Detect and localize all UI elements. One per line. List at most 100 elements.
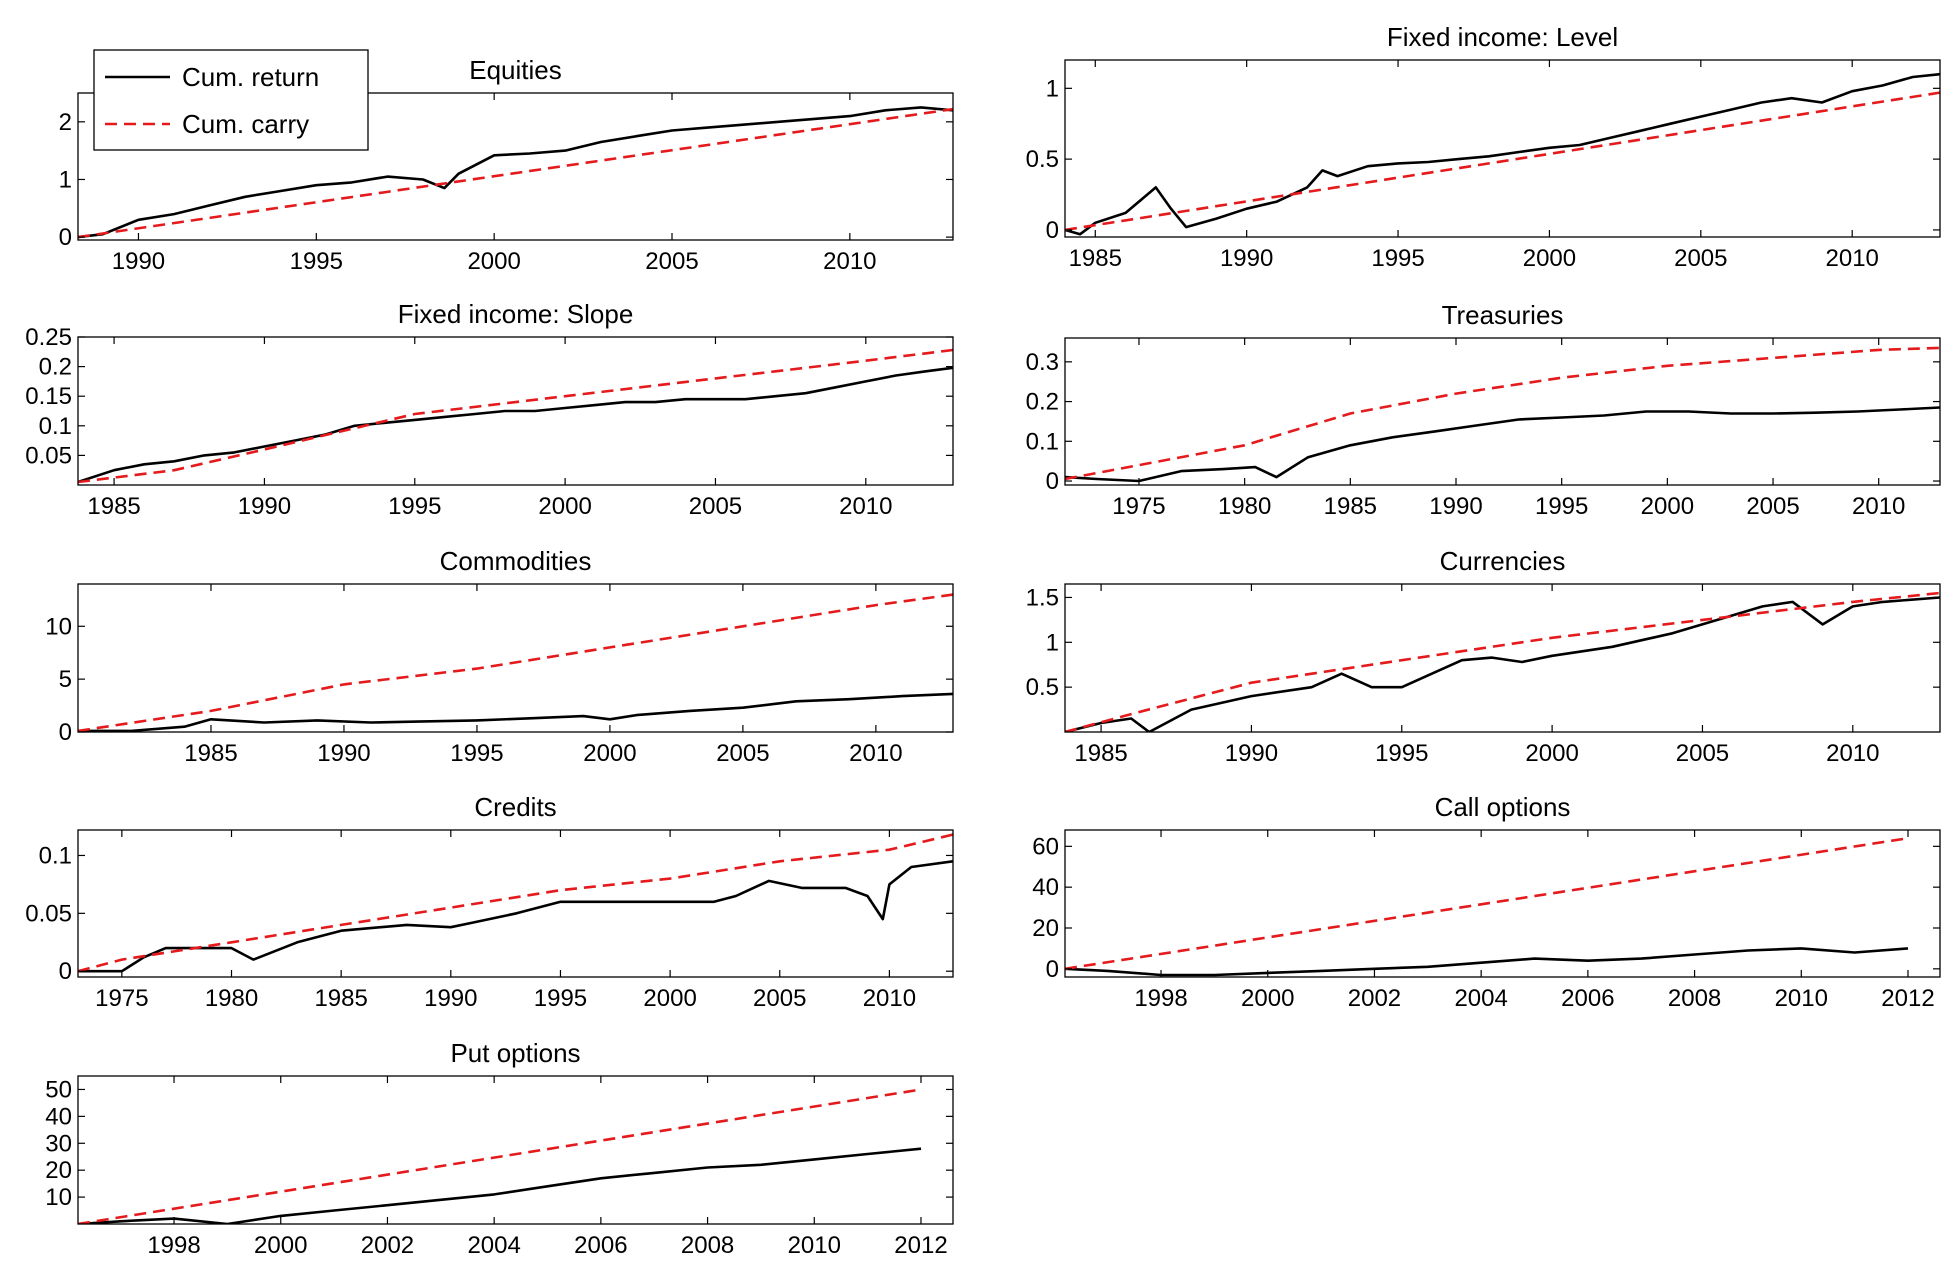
y-tick-label: 10 xyxy=(45,1184,72,1211)
x-tick-label: 1990 xyxy=(317,740,370,767)
y-tick-label: 0.1 xyxy=(39,842,72,869)
x-tick-label: 2010 xyxy=(1826,740,1879,767)
x-tick-label: 1998 xyxy=(1134,985,1187,1012)
x-tick-label: 2005 xyxy=(645,248,698,275)
x-tick-label: 2005 xyxy=(1746,493,1799,520)
x-tick-label: 2000 xyxy=(538,493,591,520)
y-tick-label: 0.25 xyxy=(25,324,72,351)
series-cum-return xyxy=(78,1147,922,1224)
panel-3: Fixed income: Slope 1985 1990 1995 2000 2005 2… xyxy=(25,299,954,520)
legend-label: Cum. carry xyxy=(182,109,309,139)
x-tick-label: 1995 xyxy=(290,248,343,275)
panel-9: Put options 1998 2000 2002 2004 2006 2008 2010 2… xyxy=(45,1038,954,1259)
y-tick-label: 0.1 xyxy=(39,413,72,440)
x-tick-label: 2008 xyxy=(1668,985,1721,1012)
panel-title: Put options xyxy=(450,1038,580,1068)
series-cum-carry xyxy=(78,593,953,732)
x-tick-label: 2004 xyxy=(1454,985,1507,1012)
series-cum-return xyxy=(78,106,953,239)
y-tick-label: 0 xyxy=(1046,468,1059,495)
x-tick-label: 2000 xyxy=(254,1232,307,1259)
axes-frame xyxy=(1064,829,1941,978)
x-tick-label: 2010 xyxy=(839,493,892,520)
panel-title: Equities xyxy=(469,55,562,85)
y-tick-label: 0 xyxy=(59,958,72,985)
panel-title: Call options xyxy=(1435,792,1571,822)
y-tick-label: 50 xyxy=(45,1076,72,1103)
y-tick-label: 0 xyxy=(59,719,72,746)
series-cum-carry xyxy=(1065,91,1940,232)
x-tick-label: 2005 xyxy=(716,740,769,767)
legend-box xyxy=(93,49,369,151)
series-cum-return xyxy=(1065,72,1940,236)
x-tick-label: 1975 xyxy=(95,985,148,1012)
y-tick-label: 0.1 xyxy=(1026,428,1059,455)
x-tick-label: 1998 xyxy=(147,1232,200,1259)
panel-title: Fixed income: Level xyxy=(1387,22,1618,52)
y-tick-label: 60 xyxy=(1032,833,1059,860)
x-tick-label: 2008 xyxy=(681,1232,734,1259)
y-tick-label: 0.05 xyxy=(25,900,72,927)
x-tick-label: 2005 xyxy=(753,985,806,1012)
x-tick-label: 2010 xyxy=(1826,245,1879,272)
series-cum-carry xyxy=(78,833,953,973)
y-tick-label: 1 xyxy=(1046,629,1059,656)
y-tick-label: 0.5 xyxy=(1026,146,1059,173)
x-tick-label: 2012 xyxy=(1881,985,1934,1012)
axes-frame xyxy=(77,829,954,978)
series-cum-carry xyxy=(78,1088,922,1224)
series-cum-carry xyxy=(1065,591,1940,732)
x-tick-label: 2012 xyxy=(894,1232,947,1259)
x-tick-label: 1995 xyxy=(1535,493,1588,520)
x-tick-label: 1990 xyxy=(238,493,291,520)
y-tick-label: 0.5 xyxy=(1026,674,1059,701)
panel-title: Commodities xyxy=(440,546,592,576)
x-tick-label: 1990 xyxy=(1220,245,1273,272)
x-tick-label: 2000 xyxy=(583,740,636,767)
x-tick-label: 2010 xyxy=(823,248,876,275)
panel-title: Currencies xyxy=(1440,546,1566,576)
x-tick-label: 2010 xyxy=(849,740,902,767)
legend: Cum. return Cum. carry xyxy=(93,49,369,151)
axes-frame xyxy=(77,92,954,241)
series-cum-return xyxy=(78,692,953,732)
panel-6: Currencies 1985 1990 1995 2000 2005 2010 0.5 1 1.… xyxy=(1026,546,1941,767)
panel-title: Treasuries xyxy=(1442,300,1564,330)
panel-7: Credits 1975 1980 1985 1990 1995 2000 2005 2010 0… xyxy=(25,792,954,1012)
axes-frame xyxy=(77,336,954,486)
y-tick-label: 2 xyxy=(59,109,72,136)
x-tick-label: 1995 xyxy=(1371,245,1424,272)
axes-frame xyxy=(1064,583,1941,733)
x-tick-label: 1990 xyxy=(1225,740,1278,767)
x-tick-label: 1985 xyxy=(184,740,237,767)
panel-title: Fixed income: Slope xyxy=(398,299,634,329)
y-tick-label: 1 xyxy=(1046,75,1059,102)
x-tick-label: 2004 xyxy=(467,1232,520,1259)
series-cum-carry xyxy=(78,107,953,239)
x-tick-label: 2000 xyxy=(1525,740,1578,767)
x-tick-label: 1985 xyxy=(1324,493,1377,520)
y-tick-label: 0 xyxy=(1046,956,1059,983)
axes-frame xyxy=(1064,337,1941,486)
y-tick-label: 1 xyxy=(59,166,72,193)
y-tick-label: 0.15 xyxy=(25,383,72,410)
panel-5: Commodities 1985 1990 1995 2000 2005 2010 0 5 10 xyxy=(45,546,954,767)
x-tick-label: 2010 xyxy=(788,1232,841,1259)
x-tick-label: 1990 xyxy=(424,985,477,1012)
x-tick-label: 1980 xyxy=(205,985,258,1012)
series-cum-carry xyxy=(1065,836,1909,971)
y-tick-label: 40 xyxy=(1032,874,1059,901)
y-tick-label: 5 xyxy=(59,666,72,693)
y-tick-label: 10 xyxy=(45,613,72,640)
series-cum-return xyxy=(1065,406,1940,483)
series-cum-return xyxy=(1065,947,1909,977)
y-tick-label: 0 xyxy=(59,224,72,251)
series-cum-carry xyxy=(78,348,953,484)
y-tick-label: 20 xyxy=(1032,915,1059,942)
x-tick-label: 1995 xyxy=(450,740,503,767)
x-tick-label: 2010 xyxy=(1775,985,1828,1012)
x-tick-label: 1985 xyxy=(1074,740,1127,767)
y-tick-label: 0.3 xyxy=(1026,349,1059,376)
panel-2: Fixed income: Level 1985 1990 1995 2000 2005 2… xyxy=(1026,22,1941,272)
x-tick-label: 2005 xyxy=(689,493,742,520)
